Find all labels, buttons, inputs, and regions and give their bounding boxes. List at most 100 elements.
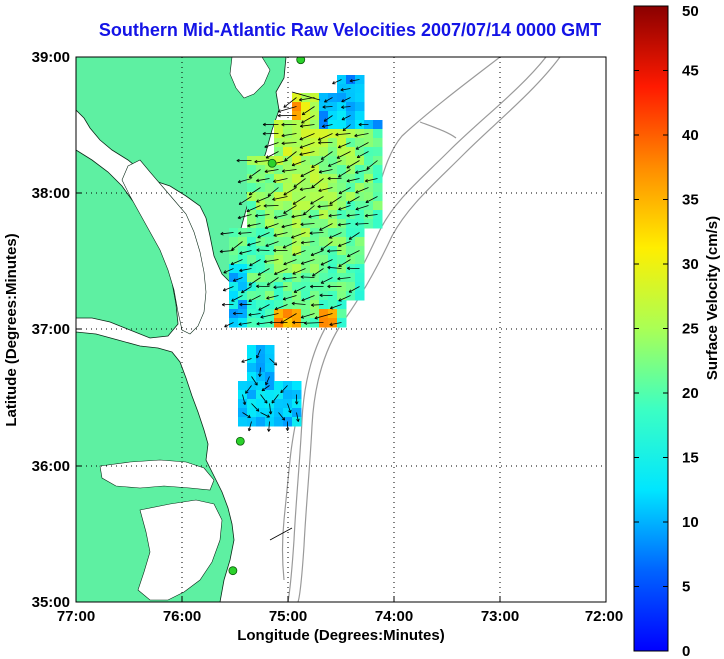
velocity-cell [328,192,338,202]
velocity-arrowhead [298,97,302,101]
velocity-cell [247,318,257,328]
velocity-arrowhead [281,169,285,172]
velocity-arrowhead [248,174,251,178]
velocity-arrowhead [248,282,251,286]
velocity-cell [346,174,356,184]
velocity-cell [256,273,266,283]
velocity-arrow [256,322,270,325]
velocity-arrow [355,187,369,194]
velocity-cell [292,381,302,391]
velocity-arrowhead [281,418,285,421]
velocity-arrowhead [263,205,267,208]
velocity-arrowhead [248,314,252,317]
velocity-arrowhead [282,297,286,300]
velocity-arrow [330,304,342,309]
velocity-arrow [254,160,270,163]
velocity-arrowhead [262,133,266,136]
velocity-cell [283,156,293,166]
velocity-arrowhead [292,271,295,275]
velocity-arrow [292,250,306,256]
velocity-cell [247,237,257,247]
velocity-arrowhead [260,315,264,318]
velocity-arrow [356,151,369,158]
velocity-arrowhead [266,282,269,286]
velocity-cell [229,255,239,265]
velocity-cell [328,264,338,274]
velocity-cell [265,345,275,355]
velocity-cell [274,210,284,220]
velocity-cell [319,228,329,238]
velocity-cell [247,192,257,202]
velocity-arrow [349,79,360,82]
map-title: Southern Mid-Atlantic Raw Velocities 200… [98,20,602,40]
velocity-arrowhead [261,387,264,391]
velocity-cell [301,111,311,121]
velocity-arrowhead [332,81,335,84]
velocity-cell [337,174,347,184]
velocity-arrowhead [335,132,339,136]
velocity-arrowhead [247,242,250,246]
velocity-arrowhead [322,126,326,128]
velocity-arrowhead [237,179,241,183]
velocity-arrowhead [318,190,322,193]
velocity-cell [364,183,374,193]
velocity-arrow [335,133,351,136]
velocity-arrow [219,250,234,253]
velocity-cell [256,309,266,319]
velocity-cell [247,156,257,166]
velocity-cell [265,273,275,283]
velocity-cell [274,237,284,247]
velocity-arrowhead [239,268,243,272]
velocity-arrowhead [293,289,297,293]
velocity-arrow [336,151,351,159]
velocity-cell [310,165,320,175]
velocity-arrowhead [322,105,326,108]
velocity-cell [355,282,365,292]
velocity-arrow [284,151,297,162]
velocity-arrow [342,124,351,132]
velocity-cell [373,120,383,130]
velocity-arrowhead [300,224,304,227]
velocity-cell [247,390,257,400]
velocity-arrow [241,286,252,294]
velocity-arrow [322,106,333,108]
velocity-arrowhead [300,315,304,318]
velocity-arrowhead [259,373,262,377]
velocity-cell [346,165,356,175]
velocity-cell [301,210,311,220]
velocity-cell [301,156,311,166]
velocity-arrowhead [254,213,258,217]
velocity-arrowhead [300,242,305,245]
velocity-cell [301,93,311,103]
velocity-arrow [355,223,369,225]
velocity-arrowhead [323,118,326,122]
velocity-cell [274,147,284,157]
velocity-arrowhead [273,235,277,237]
velocity-cell [328,165,338,175]
velocity-arrow [301,259,315,265]
velocity-arrowhead [299,152,303,155]
velocity-arrowhead [277,113,281,117]
velocity-arrow [269,358,278,366]
velocity-cell [292,147,302,157]
velocity-cell [229,291,239,301]
velocity-cell [328,201,338,211]
velocity-arrowhead [237,181,242,184]
velocity-arrowhead [258,373,261,377]
velocity-cell [292,183,302,193]
velocity-arrow [291,160,306,166]
velocity-arrowhead [256,355,260,359]
velocity-cell [337,165,347,175]
velocity-cell [319,300,329,310]
velocity-arrowhead [256,284,260,287]
velocity-arrowhead [285,427,288,431]
velocity-cell [247,264,257,274]
velocity-cell [346,192,356,202]
velocity-arrow [355,169,369,174]
velocity-cell [319,255,329,265]
velocity-cell [283,390,293,400]
velocity-cell [319,129,329,139]
x-tick-label: 75:00 [269,608,307,625]
colorbar-tick-label: 25 [682,321,699,338]
